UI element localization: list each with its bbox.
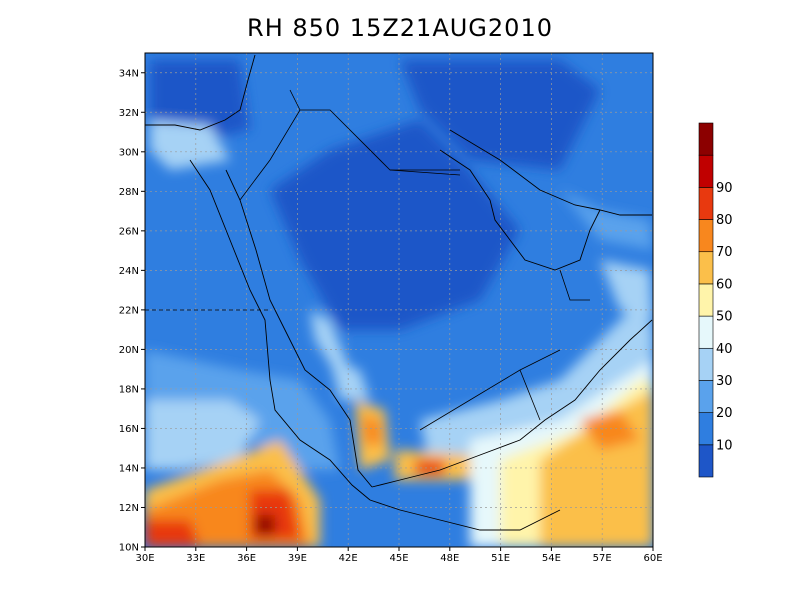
colorbar-swatch bbox=[698, 251, 714, 285]
lat-tick-label: 14N bbox=[119, 463, 139, 474]
lon-tick-label: 51E bbox=[491, 553, 510, 564]
lat-tick-label: 24N bbox=[119, 266, 139, 277]
colorbar-swatch bbox=[698, 380, 714, 413]
colorbar-label: 40 bbox=[716, 342, 733, 357]
colorbar-label: 30 bbox=[716, 374, 733, 389]
lon-tick-label: 33E bbox=[186, 553, 205, 564]
lon-tick-label: 36E bbox=[237, 553, 256, 564]
map-gridlines bbox=[145, 53, 653, 547]
lat-tick-label: 30N bbox=[119, 147, 139, 158]
coastlines bbox=[145, 54, 653, 531]
colorbar-label: 90 bbox=[716, 181, 733, 196]
lat-tick-label: 34N bbox=[119, 68, 139, 79]
colorbar-label: 70 bbox=[716, 245, 733, 260]
lat-tick-labels: 10N 12N 14N 16N 18N 20N 22N 24N 26N 28N 30N 32N 34N bbox=[119, 68, 145, 554]
lat-tick-label: 26N bbox=[119, 226, 139, 237]
lon-tick-label: 39E bbox=[288, 553, 307, 564]
lon-tick-label: 60E bbox=[643, 553, 662, 564]
lon-tick-label: 54E bbox=[542, 553, 561, 564]
colorbar-swatch bbox=[698, 187, 714, 220]
lon-tick-label: 57E bbox=[593, 553, 612, 564]
colorbar-label: 60 bbox=[716, 277, 733, 292]
lat-tick-label: 10N bbox=[119, 543, 139, 554]
colorbar-label: 80 bbox=[716, 213, 733, 228]
colorbar-swatch bbox=[698, 283, 714, 317]
colorbar-label: 10 bbox=[716, 438, 733, 453]
lon-tick-labels: 30E 33E 36E 39E 42E 45E 48E 51E 54E 57E 60E bbox=[135, 547, 663, 564]
lat-tick-label: 18N bbox=[119, 384, 139, 395]
lat-tick-label: 22N bbox=[119, 305, 139, 316]
rh-field bbox=[145, 53, 653, 547]
colorbar-labels: 10 20 30 40 50 60 70 80 90 bbox=[716, 181, 733, 453]
country-borders bbox=[145, 89, 590, 431]
lon-tick-label: 48E bbox=[440, 553, 459, 564]
colorbar bbox=[698, 122, 714, 478]
colorbar-swatch bbox=[698, 154, 714, 188]
colorbar-label: 20 bbox=[716, 406, 733, 421]
colorbar-swatch bbox=[698, 412, 714, 446]
colorbar-label: 50 bbox=[716, 310, 733, 325]
lon-tick-label: 42E bbox=[339, 553, 358, 564]
lon-tick-label: 30E bbox=[135, 553, 154, 564]
colorbar-swatch bbox=[698, 122, 714, 156]
colorbar-swatch bbox=[698, 315, 714, 349]
lat-tick-label: 16N bbox=[119, 424, 139, 435]
colorbar-swatch bbox=[698, 444, 714, 478]
lat-tick-label: 20N bbox=[119, 345, 139, 356]
lat-tick-label: 28N bbox=[119, 187, 139, 198]
lat-tick-label: 32N bbox=[119, 108, 139, 119]
lat-tick-label: 12N bbox=[119, 503, 139, 514]
colorbar-swatch bbox=[698, 347, 714, 381]
colorbar-swatch bbox=[698, 219, 714, 253]
lon-tick-label: 45E bbox=[389, 553, 408, 564]
map-title: RH 850 15Z21AUG2010 bbox=[247, 14, 553, 42]
